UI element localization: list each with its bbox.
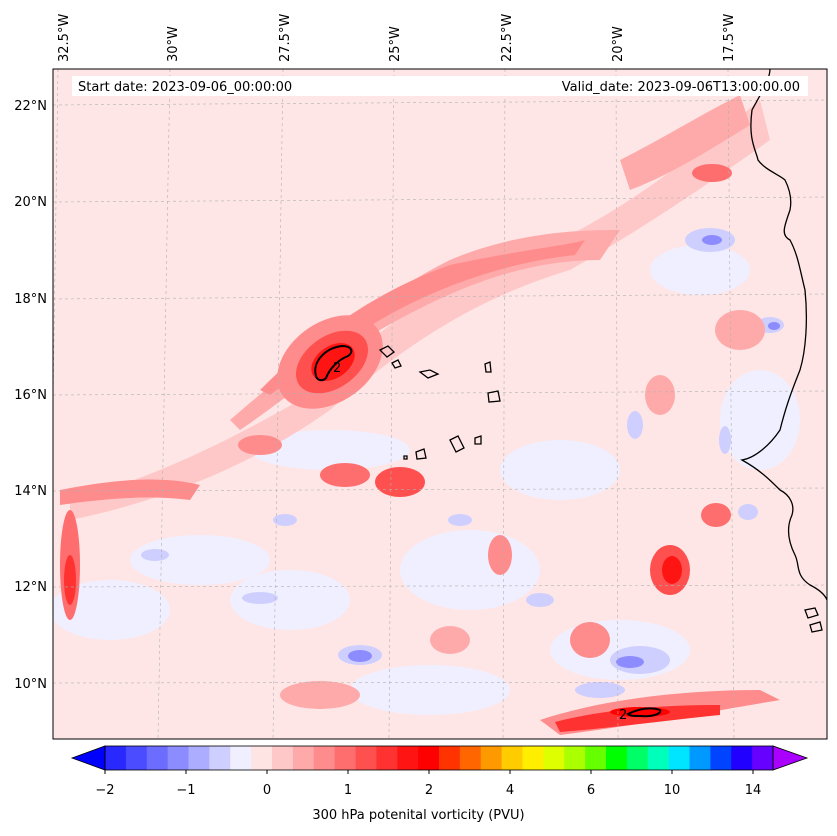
cape-verde-island-4: [484, 361, 492, 373]
cbar-tick-label: 2: [425, 783, 433, 798]
cbar-tick-label: 1: [344, 783, 352, 798]
lat-label: 20°N: [14, 195, 47, 210]
colorbar-segment: [272, 746, 294, 770]
cape-verde-island-2: [391, 359, 402, 369]
cbar-tick-label: 14: [745, 783, 762, 798]
cape-verde-island-9: [403, 455, 408, 460]
colorbar-segment: [647, 746, 670, 770]
map-frame: [52, 68, 828, 740]
cbar-tick-label: 6: [587, 783, 595, 798]
colorbar-segment: [167, 746, 189, 770]
cbar-tick-label: 10: [664, 783, 681, 798]
colorbar-segment: [668, 746, 690, 770]
lat-label: 18°N: [14, 292, 47, 307]
colorbar-segment: [313, 746, 336, 770]
colorbar-segment: [731, 746, 753, 770]
colorbar-segment: [543, 746, 565, 770]
colorbar-segment: [125, 746, 148, 770]
lon-label: 20°W: [611, 26, 626, 62]
colorbar-segment: [689, 746, 711, 770]
colorbar: [70, 745, 809, 774]
latitude-labels: 22°N 20°N 18°N 16°N 14°N 12°N 10°N: [14, 99, 47, 692]
colorbar-segment: [376, 746, 398, 770]
contour-label: 2: [333, 361, 341, 376]
colorbar-segment: [334, 746, 356, 770]
africa-coastline: [740, 69, 827, 601]
cape-verde-island-8: [415, 448, 427, 460]
pv-core-maximum: [277, 315, 383, 409]
colorbar-title: 300 hPa potenital vorticity (PVU): [312, 808, 525, 823]
lat-label: 10°N: [14, 677, 47, 692]
negative-pv-strong: [348, 235, 780, 668]
cape-verde-island-7: [474, 435, 482, 445]
lat-label: 14°N: [14, 484, 47, 499]
colorbar-segment: [459, 746, 482, 770]
map-panel: 2 2: [53, 69, 827, 739]
colorbar-segment: [251, 746, 273, 770]
colorbar-segment: [105, 746, 127, 770]
lon-label: 25°W: [388, 26, 403, 62]
colorbar-ticks: −2 −1 0 1 2 4 6 10 14: [95, 783, 761, 798]
pv-2-contours: [314, 344, 662, 718]
cape-verde-island-3: [418, 369, 440, 379]
colorbar-border: [104, 745, 774, 771]
lat-label: 12°N: [14, 580, 47, 595]
pv-streamer-band: [60, 95, 770, 520]
cbar-tick-label: 4: [506, 783, 514, 798]
lon-label: 27.5°W: [278, 14, 293, 62]
cape-verde-island-5: [487, 390, 501, 403]
cbar-tick-label: 0: [263, 783, 271, 798]
coastlines: [378, 69, 827, 633]
colorbar-segment: [209, 746, 231, 770]
colorbar-segment: [480, 746, 503, 770]
colorbar-segment: [710, 746, 732, 770]
colorbar-segment: [522, 746, 544, 770]
lat-label: 16°N: [14, 388, 47, 403]
longitude-labels: 32.5°W 30°W 27.5°W 25°W 22.5°W 20°W 17.5…: [57, 14, 737, 62]
colorbar-segment: [606, 746, 628, 770]
colorbar-segment: [230, 746, 252, 770]
valid-date-text: Valid_date: 2023-09-06T13:00:00.00: [562, 80, 800, 95]
colorbar-segment: [355, 746, 377, 770]
map-gridlines: [53, 69, 827, 739]
lon-label: 32.5°W: [57, 14, 72, 62]
lon-label: 30°W: [166, 26, 181, 62]
colorbar-segment: [146, 746, 169, 770]
cbar-tick-label: −2: [95, 783, 114, 798]
cape-verde-island-6: [449, 435, 465, 453]
colorbar-segment: [418, 746, 440, 770]
colorbar-max-extend-arrow: [772, 745, 809, 771]
start-date-text: Start date: 2023-09-06_00:00:00: [78, 80, 292, 95]
colorbar-segment: [752, 746, 774, 770]
colorbar-segment: [292, 746, 315, 770]
cape-verde-island-1: [378, 345, 396, 358]
date-banner: [72, 76, 808, 96]
contour-label-south: 2: [619, 708, 627, 723]
cbar-tick-label: −1: [176, 783, 195, 798]
bijagos-islands: [804, 607, 823, 633]
colorbar-segment: [585, 746, 607, 770]
lat-label: 22°N: [14, 99, 47, 114]
positive-pv-blobs: [60, 310, 765, 709]
colorbar-segment: [439, 746, 461, 770]
negative-pv-patches: [53, 245, 800, 715]
colorbar-segment: [564, 746, 586, 770]
colorbar-segment: [188, 746, 210, 770]
colorbar-segment: [397, 746, 419, 770]
colorbar-segment: [626, 746, 649, 770]
colorbar-min-extend-arrow: [70, 745, 106, 771]
lon-label: 22.5°W: [500, 14, 515, 62]
lon-label: 17.5°W: [722, 14, 737, 62]
colorbar-segment: [501, 746, 523, 770]
